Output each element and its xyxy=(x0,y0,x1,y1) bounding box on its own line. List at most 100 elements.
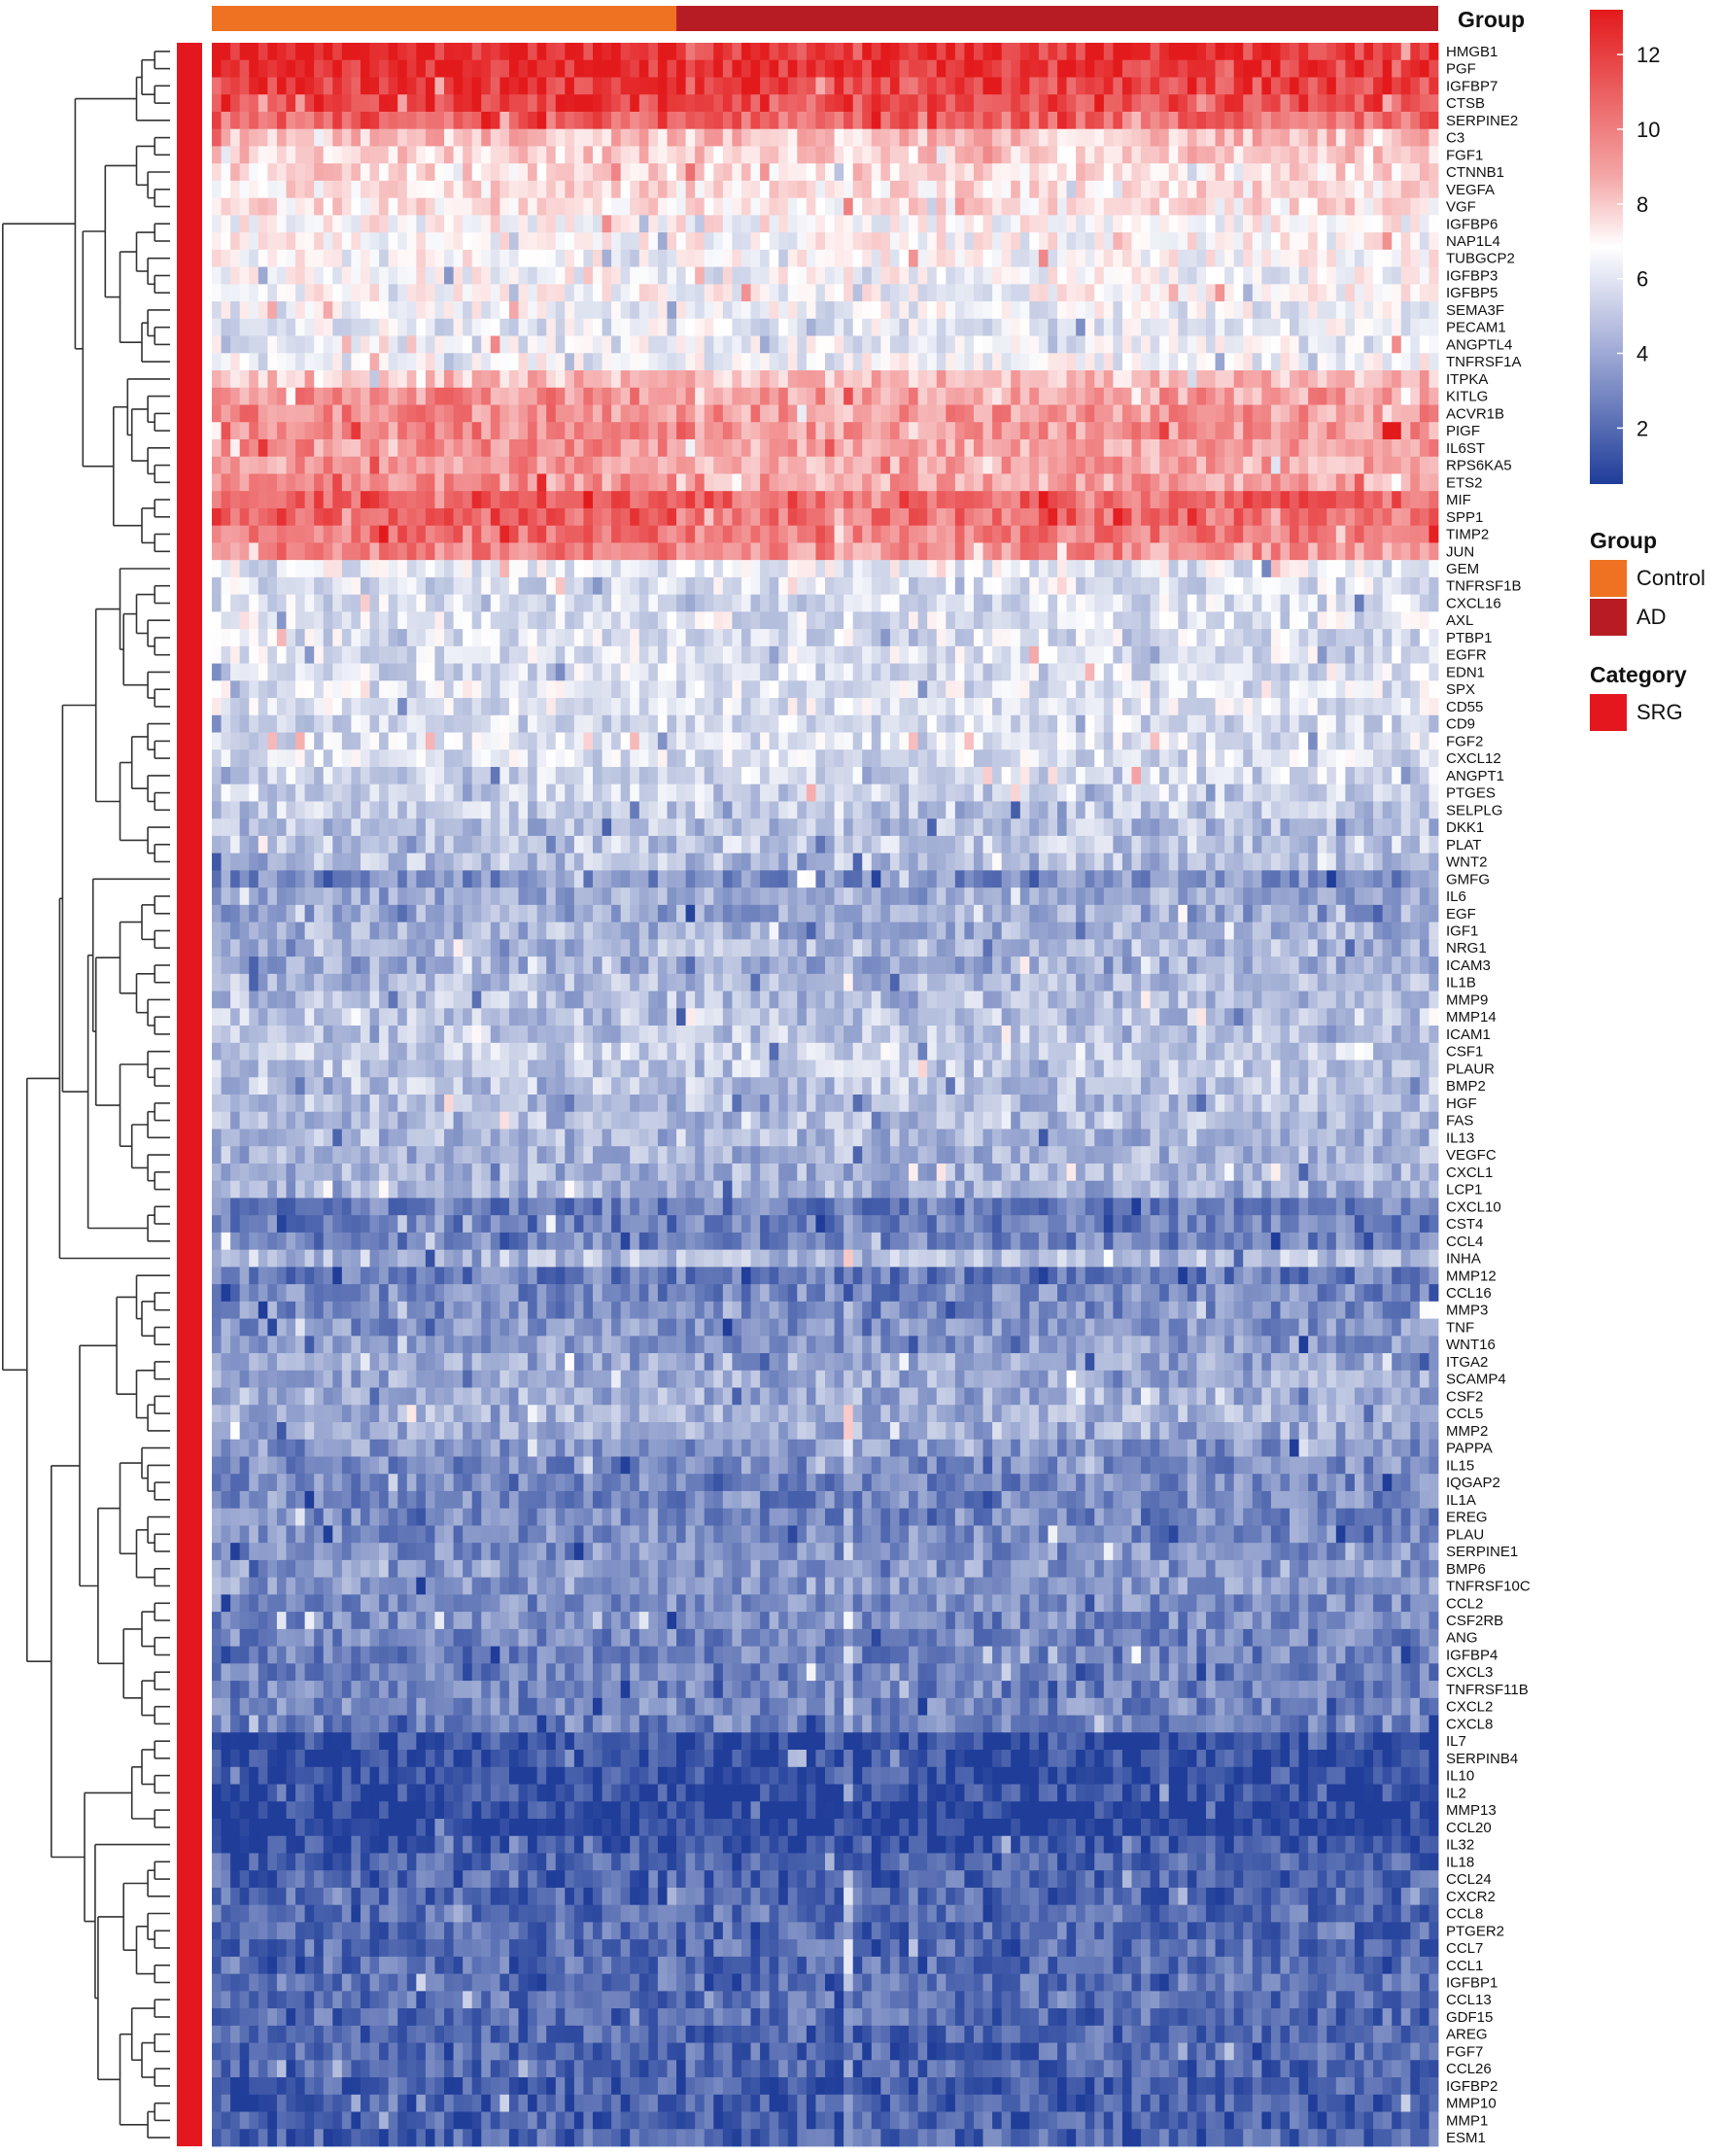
heatmap-cell xyxy=(1215,128,1225,147)
heatmap-cell xyxy=(267,284,278,302)
heatmap-cell xyxy=(416,111,427,130)
heatmap-cell xyxy=(825,266,835,285)
heatmap-cell xyxy=(1290,611,1299,630)
heatmap-cell xyxy=(602,94,612,113)
heatmap-cell xyxy=(1270,318,1281,336)
heatmap-cell xyxy=(1382,560,1393,578)
heatmap-cell xyxy=(946,111,956,130)
heatmap-cell xyxy=(1419,422,1429,440)
heatmap-cell xyxy=(917,301,928,320)
heatmap-cell xyxy=(276,404,287,423)
heatmap-cell xyxy=(844,335,854,354)
heatmap-cell xyxy=(369,335,380,354)
heatmap-cell xyxy=(667,438,677,458)
heatmap-cell xyxy=(1113,404,1123,423)
heatmap-cell xyxy=(1392,249,1402,267)
heatmap-cell xyxy=(230,438,241,458)
heatmap-cell xyxy=(508,163,519,182)
heatmap-cell xyxy=(1159,163,1170,182)
heatmap-cell xyxy=(638,560,649,578)
heatmap-cell xyxy=(463,611,473,630)
heatmap-cell xyxy=(397,491,408,509)
heatmap-cell xyxy=(528,146,538,164)
heatmap-cell xyxy=(676,438,686,458)
heatmap-cell xyxy=(379,525,390,543)
heatmap-cell xyxy=(946,353,956,371)
heatmap-cell xyxy=(212,645,222,664)
heatmap-cell xyxy=(212,163,222,182)
heatmap-cell xyxy=(528,422,538,440)
heatmap-cell xyxy=(1429,473,1439,492)
heatmap-cell xyxy=(973,215,983,233)
heatmap-cell xyxy=(286,576,296,596)
heatmap-cell xyxy=(1392,422,1402,440)
heatmap-cell xyxy=(648,146,659,164)
heatmap-cell xyxy=(1345,560,1356,578)
heatmap-cell xyxy=(740,77,751,95)
heatmap-cell xyxy=(230,215,241,233)
heatmap-cell xyxy=(602,111,612,130)
heatmap-cell xyxy=(453,491,464,509)
heatmap-cell xyxy=(1121,594,1132,612)
heatmap-cell xyxy=(602,318,612,336)
heatmap-cell xyxy=(379,353,390,371)
heatmap-cell xyxy=(648,284,659,302)
heatmap-cell xyxy=(1019,318,1030,336)
heatmap-cell xyxy=(1252,301,1262,320)
heatmap-cell xyxy=(713,94,724,113)
heatmap-cell xyxy=(844,301,854,320)
heatmap-cell xyxy=(360,266,370,285)
heatmap-cell xyxy=(1159,438,1170,458)
heatmap-cell xyxy=(1215,335,1225,354)
heatmap-cell xyxy=(1363,180,1374,199)
heatmap-cell xyxy=(1308,560,1319,578)
heatmap-cell xyxy=(360,438,370,458)
heatmap-cell xyxy=(667,542,677,561)
heatmap-cell xyxy=(740,560,751,578)
heatmap-cell xyxy=(722,611,733,630)
heatmap-cell xyxy=(332,594,343,612)
heatmap-cell xyxy=(667,94,677,113)
heatmap-cell xyxy=(704,318,714,336)
heatmap-cell xyxy=(463,94,473,113)
heatmap-cell xyxy=(695,111,706,130)
heatmap-cell xyxy=(1290,111,1299,130)
heatmap-cell xyxy=(889,473,900,492)
heatmap-cell xyxy=(490,249,500,267)
heatmap-cell xyxy=(518,301,529,320)
heatmap-cell xyxy=(221,576,231,596)
heatmap-cell xyxy=(249,473,259,492)
heatmap-cell xyxy=(379,370,390,389)
heatmap-cell xyxy=(862,507,873,527)
heatmap-cell xyxy=(481,94,492,113)
heatmap-cell xyxy=(1113,576,1123,596)
heatmap-cell xyxy=(704,611,714,630)
heatmap-cell xyxy=(1392,197,1402,216)
heatmap-cell xyxy=(1382,576,1393,596)
heatmap-cell xyxy=(1373,629,1384,647)
heatmap-cell xyxy=(695,404,706,423)
heatmap-cell xyxy=(1419,94,1429,113)
heatmap-cell xyxy=(490,111,500,130)
heatmap-cell xyxy=(862,438,873,458)
heatmap-cell xyxy=(685,611,696,630)
heatmap-cell xyxy=(769,59,779,78)
heatmap-cell xyxy=(1429,422,1439,440)
heatmap-cell xyxy=(676,507,686,527)
heatmap-cell xyxy=(1131,525,1142,543)
heatmap-cell xyxy=(1280,576,1291,596)
heatmap-cell xyxy=(1233,77,1244,95)
heatmap-cell xyxy=(565,146,575,164)
heatmap-cell xyxy=(732,266,742,285)
heatmap-cell xyxy=(1419,232,1429,251)
heatmap-cell xyxy=(964,180,975,199)
heatmap-cell xyxy=(611,284,622,302)
heatmap-cell xyxy=(704,353,714,371)
heatmap-cell xyxy=(1410,473,1421,492)
heatmap-cell xyxy=(852,146,863,164)
heatmap-cell xyxy=(797,542,808,561)
heatmap-cell xyxy=(1001,507,1012,527)
heatmap-cell xyxy=(1308,94,1319,113)
heatmap-cell xyxy=(954,594,965,612)
heatmap-cell xyxy=(992,266,1003,285)
